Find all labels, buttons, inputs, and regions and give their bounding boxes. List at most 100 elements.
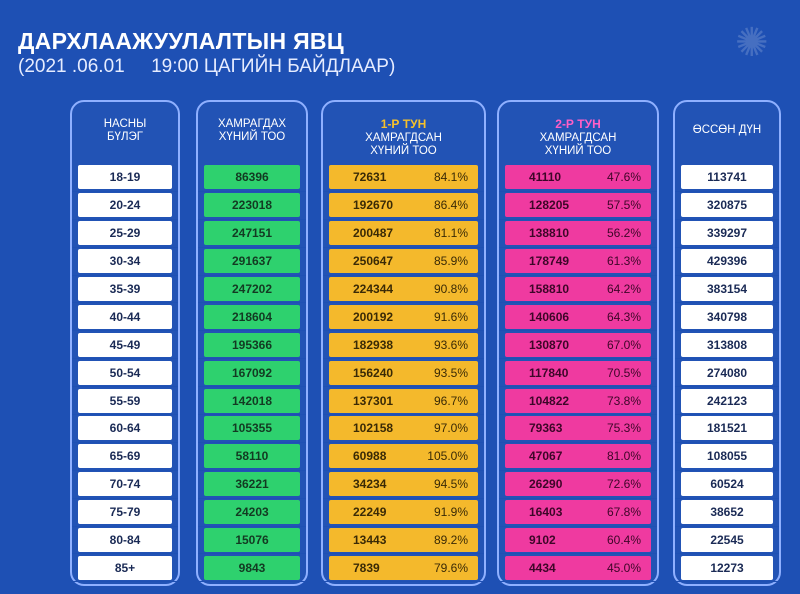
coverage-value: 9843: [238, 560, 266, 575]
table-cell: 13443 89.2%: [329, 528, 478, 553]
coverage-value: 86396: [235, 170, 269, 185]
table-cell: 181521: [681, 416, 773, 441]
dose2-count: 79363: [529, 421, 563, 436]
dose2-percent: 57.5%: [606, 198, 641, 213]
table-cell: 102158 97.0%: [329, 416, 478, 441]
table-cell: 156240 93.5%: [329, 360, 478, 385]
dose2-percent: 61.3%: [606, 254, 641, 269]
table-cell: 9102 60.4%: [505, 528, 651, 553]
dose2-header: 2-Р ТУН ХАМРАГДСАН ХҮНИЙ ТОО: [499, 118, 657, 158]
dose2-percent: 56.2%: [606, 226, 641, 241]
table-row: 182938 93.6%: [323, 331, 484, 360]
table-cell: 12273: [681, 555, 773, 580]
table-row: 12273: [675, 554, 779, 583]
table-cell: 24203: [204, 500, 300, 525]
table-row: 105355: [198, 415, 306, 443]
table-cell: 34234 94.5%: [329, 472, 478, 497]
table-cell: 117840 70.5%: [505, 360, 651, 385]
dose1-count: 200487: [353, 226, 394, 241]
table-cell: 65-69: [78, 444, 172, 469]
table-cell: 7839 79.6%: [329, 555, 478, 580]
table-cell: 40-44: [78, 304, 172, 329]
total-value: 274080: [706, 365, 748, 380]
page-title: ДАРХЛААЖУУЛАЛТЫН ЯВЦ: [18, 28, 344, 54]
coverage-value: 218604: [231, 309, 273, 324]
dose1-percent: 86.4%: [433, 198, 468, 213]
total-value: 60524: [710, 477, 744, 492]
table-row: 18-19: [72, 164, 178, 192]
age-group-value: 65-69: [109, 449, 141, 464]
table-row: 50-54: [72, 359, 178, 388]
table-cell: 195366: [204, 332, 300, 357]
table-row: 55-59: [72, 387, 178, 416]
dose1-percent: 81.1%: [433, 226, 468, 241]
table-cell: 72631 84.1%: [329, 165, 478, 190]
dose1-label: 1-Р ТУН: [380, 117, 427, 131]
table-row: 75-79: [72, 499, 178, 527]
table-row: 65-69: [72, 443, 178, 471]
table-cell: 340798: [681, 304, 773, 329]
dose2-label: 2-Р ТУН: [555, 117, 601, 131]
table-row: 7839 79.6%: [323, 554, 484, 583]
dose1-count: 250647: [353, 254, 394, 269]
total-value: 313808: [706, 337, 748, 352]
age-group-value: 70-74: [109, 477, 141, 492]
dose1-count: 34234: [353, 477, 387, 492]
total-value: 339297: [706, 226, 748, 241]
page-subtitle: (2021 .06.01 19:00 ЦАГИЙН БАЙДЛААР): [18, 56, 396, 77]
total-value: 181521: [706, 421, 748, 436]
dose1-column: 72631 84.1% 192670 86.4% 200487 81.1% 250647 85…: [323, 164, 484, 583]
table-cell: 25-29: [78, 221, 172, 246]
table-cell: 313808: [681, 332, 773, 357]
table-row: 156240 93.5%: [323, 359, 484, 388]
age-group-value: 18-19: [109, 170, 141, 185]
dose1-percent: 91.9%: [433, 505, 468, 520]
table-row: 47067 81.0%: [499, 443, 657, 471]
table-row: 108055: [675, 443, 779, 471]
age-group-value: 25-29: [109, 226, 141, 241]
table-cell: 142018: [204, 388, 300, 413]
table-cell: 80-84: [78, 528, 172, 553]
dose1-count: 22249: [353, 505, 387, 520]
table-row: 340798: [675, 303, 779, 332]
dose2-percent: 67.0%: [606, 337, 641, 352]
table-cell: 22249 91.9%: [329, 500, 478, 525]
table-row: 58110: [198, 443, 306, 471]
table-cell: 55-59: [78, 388, 172, 413]
table-cell: 86396: [204, 165, 300, 190]
table-row: 117840 70.5%: [499, 359, 657, 388]
table-row: 142018: [198, 387, 306, 416]
table-cell: 36221: [204, 472, 300, 497]
coverage-value: 247202: [231, 282, 273, 296]
table-row: 128205 57.5%: [499, 192, 657, 220]
age-group-value: 45-49: [109, 337, 141, 352]
table-cell: 167092: [204, 360, 300, 385]
table-cell: 58110: [204, 444, 300, 469]
table-cell: 182938 93.6%: [329, 332, 478, 357]
table-row: 250647 85.9%: [323, 248, 484, 276]
table-row: 40-44: [72, 303, 178, 332]
age-group-header: НАСНЫ БҮЛЭГ: [103, 118, 147, 143]
dose1-count: 192670: [353, 198, 394, 213]
coverage-value: 291637: [231, 254, 273, 269]
table-cell: 9843: [204, 555, 300, 580]
dose2-count: 41110: [529, 170, 562, 185]
dose2-count: 130870: [529, 337, 570, 352]
table-cell: 85+: [78, 555, 172, 580]
table-cell: 70-74: [78, 472, 172, 497]
table-row: 26290 72.6%: [499, 471, 657, 499]
dose2-percent: 73.8%: [606, 393, 641, 408]
table-cell: 30-34: [78, 249, 172, 274]
table-row: 192670 86.4%: [323, 192, 484, 220]
dose1-count: 13443: [353, 533, 387, 548]
dose1-panel: 1-Р ТУН ХАМРАГДСАН ХҮНИЙ ТОО 72631 84.1% 1…: [321, 100, 486, 586]
table-cell: 35-39: [78, 277, 172, 301]
dose2-percent: 45.0%: [606, 560, 641, 575]
age-group-column: 18-19 20-24 25-29 30-34 35-39 40-44 45-49 50-54…: [72, 164, 178, 583]
table-cell: 41110 47.6%: [505, 165, 651, 190]
table-cell: 47067 81.0%: [505, 444, 651, 469]
age-group-value: 20-24: [109, 198, 141, 213]
coverage-header: ХАМРАГДАХ ХҮНИЙ ТОО: [217, 118, 287, 143]
coverage-value: 15076: [235, 533, 269, 548]
table-row: 140606 64.3%: [499, 303, 657, 332]
